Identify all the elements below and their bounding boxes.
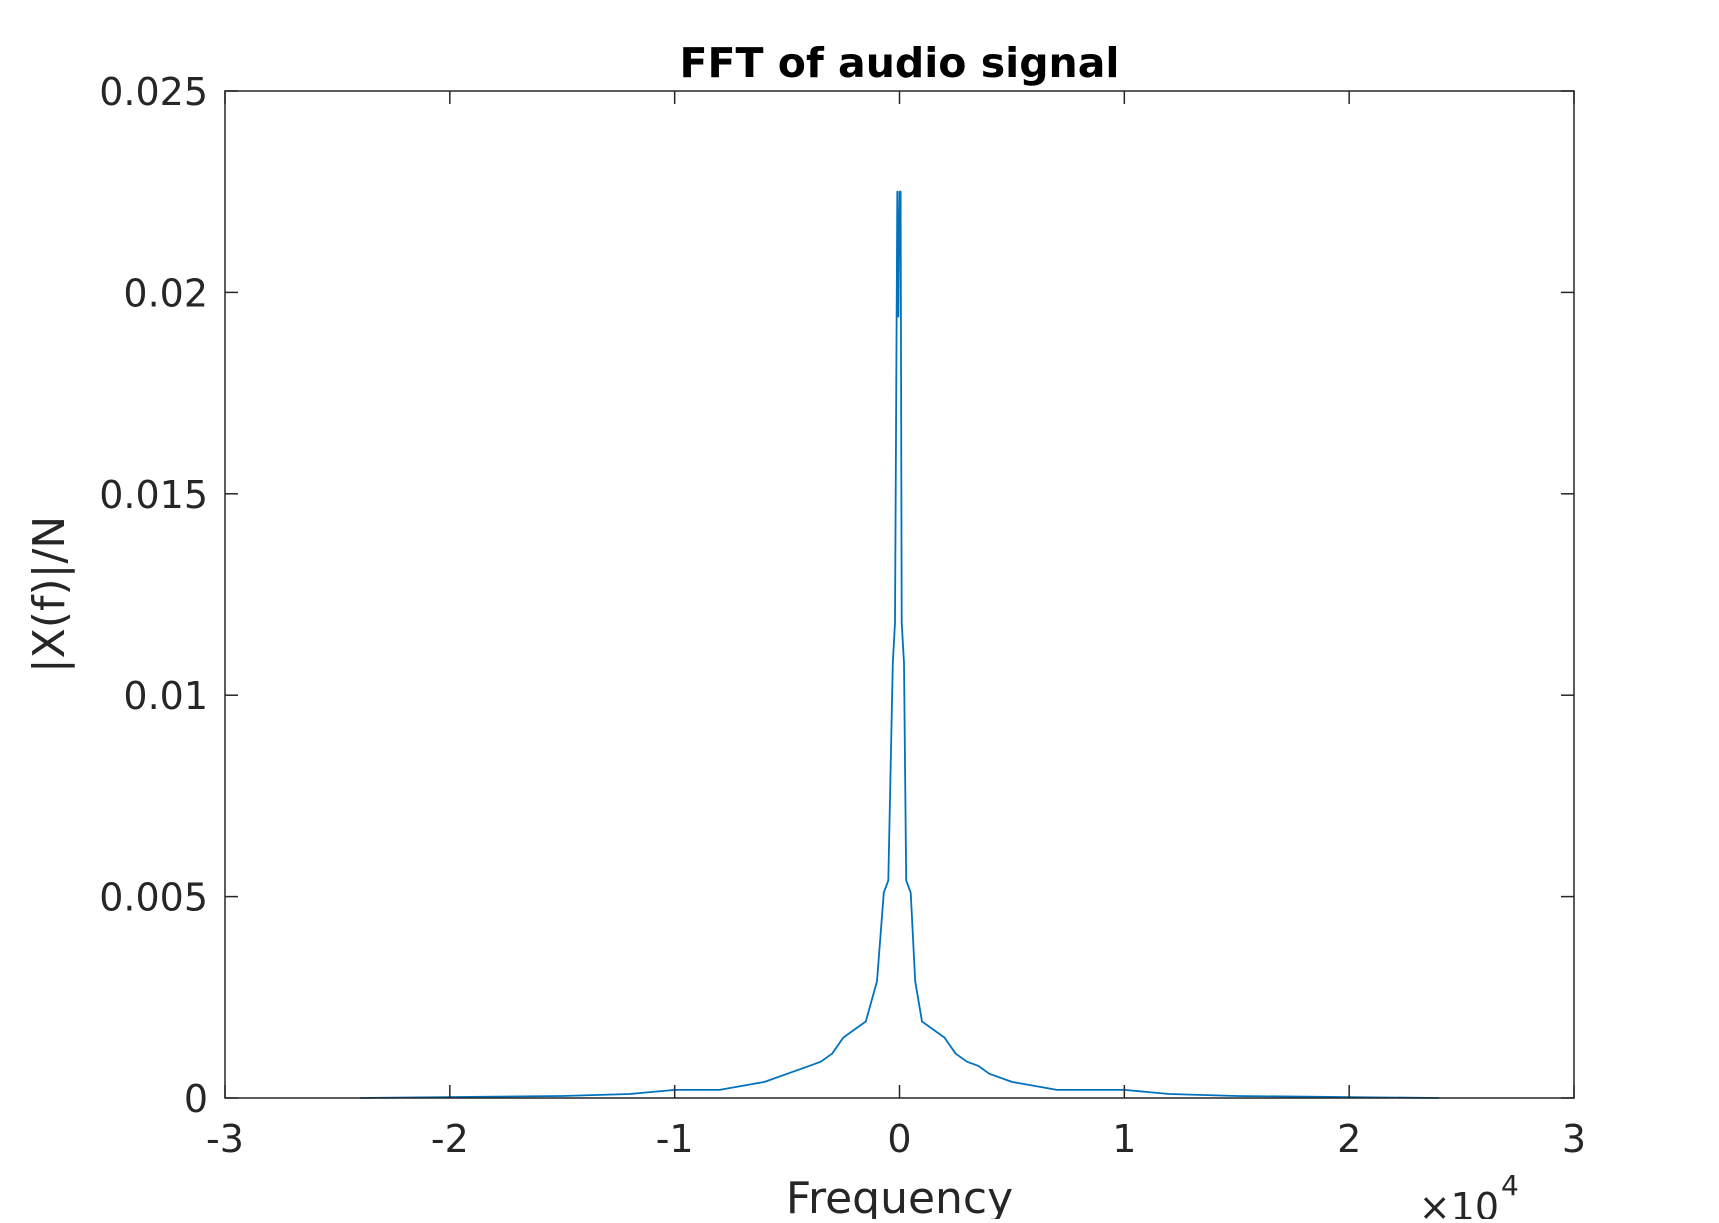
x-exponent-text: 4: [1501, 1169, 1519, 1202]
y-tick-label: 0.005: [99, 876, 208, 920]
y-tick-label: 0: [184, 1077, 208, 1121]
y-tick-label: 0.025: [99, 70, 208, 114]
y-tick-label: 0.02: [123, 271, 208, 315]
y-tick-label: 0.01: [123, 674, 208, 718]
x-tick-label: -2: [431, 1117, 469, 1161]
ticks-layer: -3 -2 -1 0 1 2 3 0 0.005 0.01 0.015 0.02 0.025: [99, 70, 1586, 1161]
x-exponent-label: ×10 4: [1419, 1169, 1519, 1223]
x-tick-label: 3: [1562, 1117, 1586, 1161]
y-axis-label: |X(f)|/N: [24, 516, 75, 673]
x-multiplier-text: ×10: [1419, 1185, 1499, 1219]
series-layer: [359, 190, 1440, 1099]
x-tick-label: -3: [206, 1117, 244, 1161]
x-tick-label: 2: [1337, 1117, 1361, 1161]
x-axis-label: Frequency: [786, 1173, 1013, 1219]
x-tick-label: -1: [656, 1117, 694, 1161]
x-tick-label: 0: [887, 1117, 911, 1161]
y-tick-label: 0.015: [99, 473, 208, 517]
series-line-0: [359, 190, 1440, 1099]
chart-title: FFT of audio signal: [680, 39, 1120, 87]
x-tick-label: 1: [1112, 1117, 1136, 1161]
